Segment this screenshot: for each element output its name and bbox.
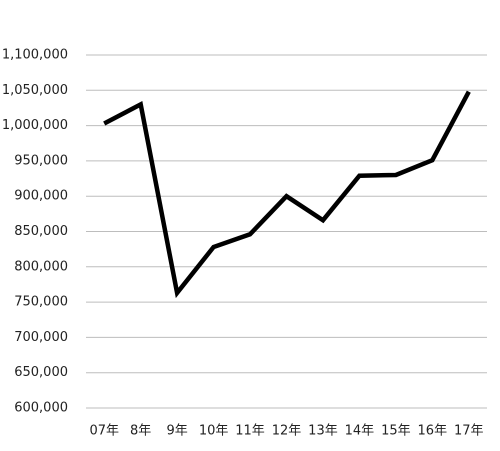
- y-tick-label: 600,000: [14, 401, 68, 416]
- y-tick-label: 1,050,000: [2, 83, 68, 98]
- y-tick-label: 800,000: [14, 259, 68, 274]
- x-tick-label: 07年: [89, 424, 119, 439]
- y-tick-label: 950,000: [14, 153, 68, 168]
- y-tick-label: 700,000: [14, 330, 68, 345]
- y-tick-label: 650,000: [14, 365, 68, 380]
- x-tick-label: 11年: [235, 424, 265, 439]
- x-tick-label: 14年: [345, 424, 375, 439]
- y-tick-label: 900,000: [14, 189, 68, 204]
- x-tick-label: 16年: [418, 424, 448, 439]
- x-tick-label: 12年: [272, 424, 302, 439]
- y-tick-label: 750,000: [14, 295, 68, 310]
- x-tick-label: 10年: [199, 424, 229, 439]
- x-tick-label: 13年: [308, 424, 338, 439]
- x-tick-label: 17年: [454, 424, 484, 439]
- y-tick-label: 1,000,000: [2, 118, 68, 133]
- y-tick-label: 850,000: [14, 224, 68, 239]
- x-tick-label: 15年: [381, 424, 411, 439]
- x-tick-label: 9年: [166, 424, 187, 439]
- y-tick-label: 1,100,000: [2, 48, 68, 63]
- data-line: [103, 90, 471, 299]
- x-tick-label: 8年: [130, 424, 151, 439]
